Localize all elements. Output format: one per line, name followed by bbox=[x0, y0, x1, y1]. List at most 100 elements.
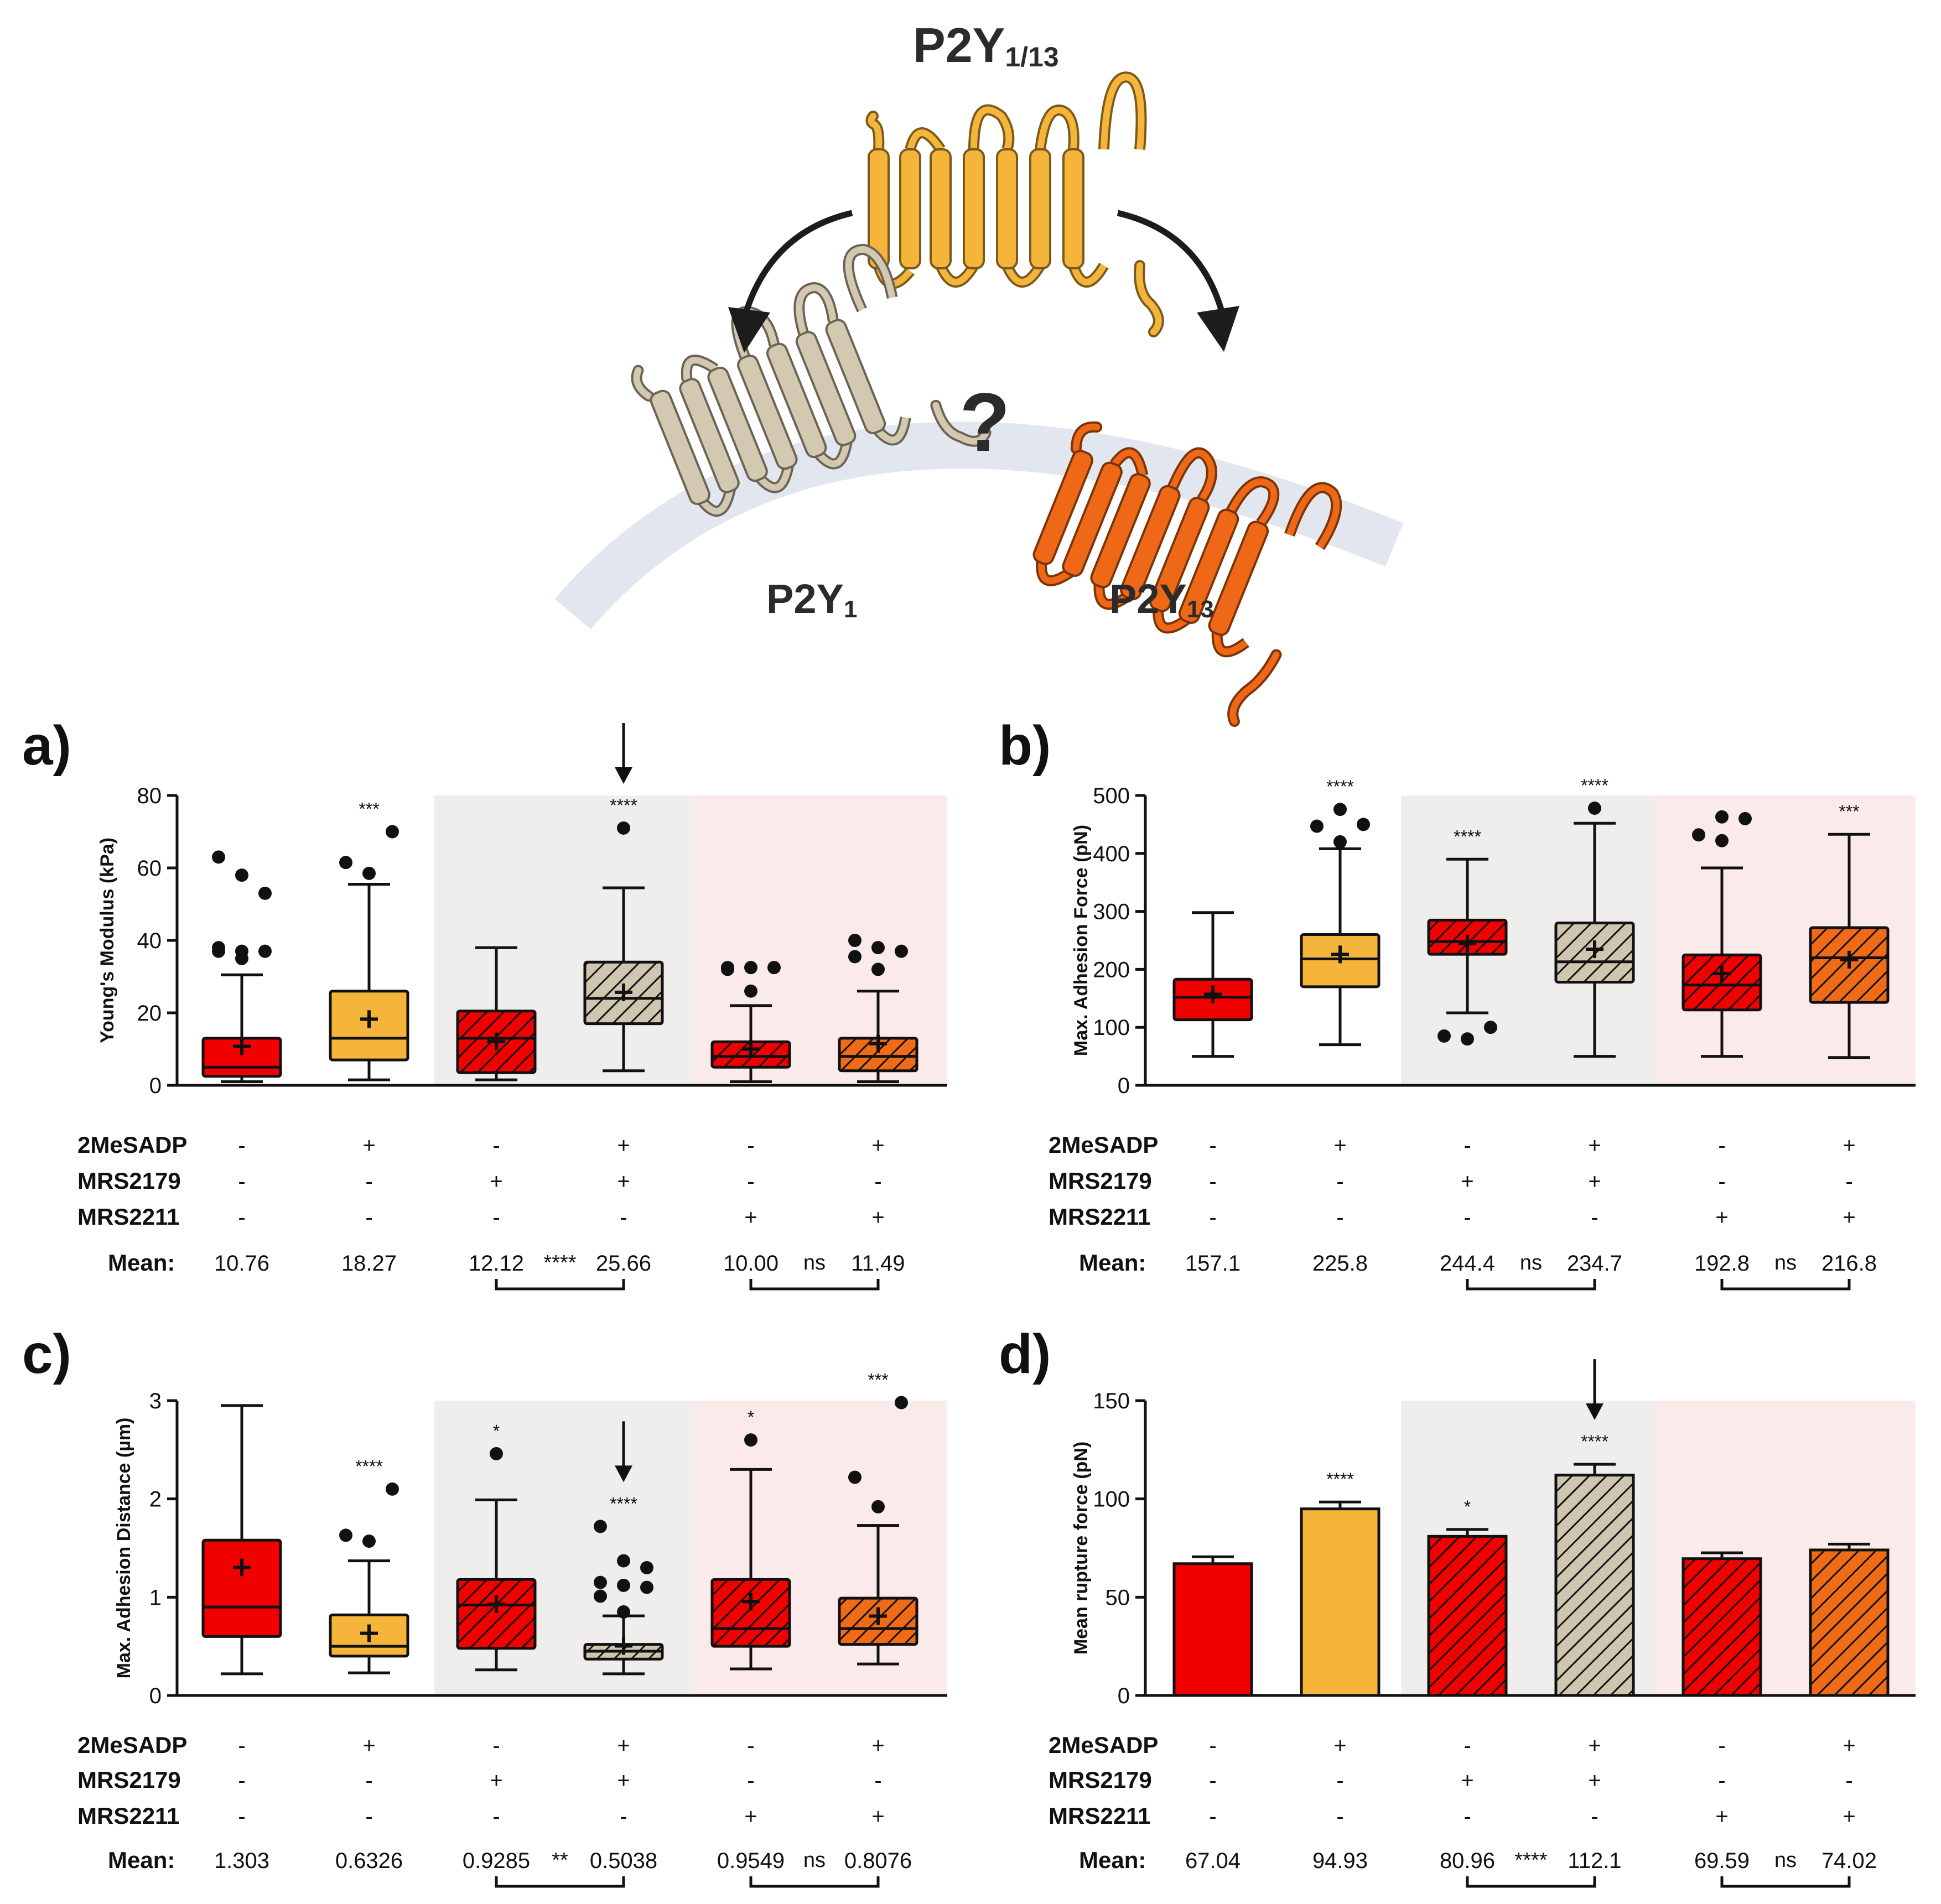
condition-sign: - bbox=[365, 1804, 372, 1829]
condition-sign: - bbox=[1336, 1768, 1343, 1793]
condition-sign: - bbox=[1209, 1734, 1216, 1758]
outlier-point bbox=[1437, 1029, 1451, 1043]
outlier-point bbox=[362, 867, 376, 880]
condition-sign: - bbox=[238, 1804, 245, 1829]
condition-sign: + bbox=[1843, 1734, 1855, 1758]
significance-label: * bbox=[748, 1407, 754, 1427]
y-axis-label: Mean rupture force (pN) bbox=[1071, 1442, 1092, 1655]
y-tick-label: 100 bbox=[1093, 1487, 1130, 1512]
outlier-point bbox=[258, 887, 272, 900]
comparison-bracket bbox=[1722, 1279, 1849, 1289]
label-p2y1: P2Y1 bbox=[766, 576, 857, 623]
outlier-point bbox=[339, 856, 352, 869]
label-p2y-top: P2Y1/13 bbox=[913, 18, 1059, 72]
comparison-bracket bbox=[751, 1876, 878, 1886]
mean-value: 157.1 bbox=[1185, 1251, 1241, 1276]
outlier-point bbox=[1692, 828, 1705, 841]
label-p2y-top-sub: 1/13 bbox=[1005, 41, 1058, 72]
outlier-point bbox=[594, 1520, 607, 1533]
condition-sign: - bbox=[365, 1205, 372, 1230]
condition-sign: + bbox=[490, 1169, 502, 1194]
outlier-point bbox=[617, 1579, 630, 1592]
schematic: P2Y1/13 P2Y1 P2Y13 ? bbox=[573, 18, 1394, 727]
condition-sign: - bbox=[492, 1133, 500, 1158]
condition-label: MRS2211 bbox=[1049, 1204, 1150, 1230]
y-tick-label: 400 bbox=[1093, 842, 1130, 866]
condition-sign: + bbox=[1843, 1205, 1855, 1230]
outlier-point bbox=[617, 821, 630, 835]
comparison-bracket bbox=[496, 1279, 624, 1289]
condition-sign: - bbox=[492, 1734, 500, 1758]
comparison-stat: ns bbox=[803, 1251, 826, 1274]
condition-sign: + bbox=[1588, 1133, 1601, 1158]
condition-sign: - bbox=[620, 1804, 627, 1829]
comparison-stat: **** bbox=[1514, 1849, 1547, 1872]
outlier-point bbox=[362, 1534, 376, 1548]
condition-label: 2MeSADP bbox=[77, 1732, 187, 1758]
condition-label: MRS2179 bbox=[77, 1168, 181, 1194]
mean-value: 18.27 bbox=[341, 1251, 397, 1276]
outlier-point bbox=[1484, 1021, 1497, 1034]
panel-letter: a) bbox=[22, 715, 71, 777]
condition-sign: - bbox=[1718, 1734, 1725, 1758]
outlier-point bbox=[848, 1471, 861, 1484]
mean-label: Mean: bbox=[108, 1250, 175, 1276]
significance-label: **** bbox=[610, 795, 637, 815]
condition-sign: + bbox=[1333, 1133, 1346, 1158]
condition-sign: - bbox=[1209, 1768, 1216, 1793]
condition-sign: + bbox=[871, 1734, 884, 1758]
condition-sign: - bbox=[1463, 1804, 1471, 1829]
y-axis-label: Max. Adhesion Force (pN) bbox=[1071, 825, 1092, 1056]
condition-sign: - bbox=[874, 1768, 881, 1793]
significance-label: **** bbox=[1581, 776, 1608, 795]
condition-sign: + bbox=[617, 1734, 630, 1758]
box bbox=[712, 1579, 790, 1646]
comparison-stat: ** bbox=[552, 1849, 568, 1872]
condition-sign: - bbox=[747, 1169, 754, 1194]
bar bbox=[1556, 1475, 1633, 1695]
outlier-point bbox=[594, 1590, 607, 1603]
mean-value: 94.93 bbox=[1312, 1849, 1368, 1873]
condition-label: MRS2211 bbox=[77, 1204, 179, 1230]
figure: P2Y1/13 P2Y1 P2Y13 ? a)020406080Young's … bbox=[0, 0, 1941, 1904]
panel-letter: d) bbox=[999, 1323, 1051, 1385]
y-tick-label: 200 bbox=[1093, 958, 1130, 982]
condition-sign: - bbox=[1336, 1205, 1343, 1230]
condition-sign: - bbox=[365, 1169, 372, 1194]
condition-sign: - bbox=[1336, 1804, 1343, 1829]
comparison-stat: ns bbox=[1774, 1849, 1797, 1872]
outlier-point bbox=[1357, 818, 1370, 831]
label-p2y1-sub: 1 bbox=[844, 596, 857, 623]
outlier-point bbox=[1588, 802, 1601, 815]
mean-value: 67.04 bbox=[1185, 1849, 1241, 1873]
mean-value: 25.66 bbox=[596, 1251, 651, 1276]
condition-sign: - bbox=[1209, 1205, 1216, 1230]
y-tick-label: 1 bbox=[149, 1585, 162, 1610]
bar bbox=[1301, 1509, 1379, 1695]
condition-sign: - bbox=[1718, 1169, 1725, 1194]
condition-sign: - bbox=[492, 1205, 500, 1230]
bar bbox=[1810, 1550, 1888, 1695]
y-tick-label: 50 bbox=[1106, 1585, 1130, 1610]
condition-sign: + bbox=[617, 1768, 630, 1793]
panel-d: d) 0 50 100 150 Mean rupture force (pN) - - - 67.… bbox=[999, 1323, 1916, 1886]
comparison-bracket bbox=[496, 1876, 624, 1886]
mean-value: 234.7 bbox=[1567, 1251, 1622, 1276]
comparison-bracket bbox=[1467, 1279, 1595, 1289]
condition-label: 2MeSADP bbox=[1049, 1132, 1158, 1158]
y-tick-label: 2 bbox=[149, 1487, 162, 1512]
outlier-point bbox=[871, 1500, 885, 1513]
significance-label: *** bbox=[359, 799, 379, 819]
significance-label: **** bbox=[610, 1494, 637, 1513]
condition-sign: - bbox=[1845, 1169, 1852, 1194]
panel-letter: b) bbox=[999, 715, 1051, 777]
panel-a: a)020406080Young's Modulus (kPa)---10.76… bbox=[22, 715, 947, 1289]
significance-label: * bbox=[493, 1421, 500, 1441]
mean-value: 0.9549 bbox=[717, 1849, 785, 1873]
condition-sign: - bbox=[1336, 1169, 1343, 1194]
condition-sign: + bbox=[1588, 1734, 1601, 1758]
condition-sign: - bbox=[1463, 1205, 1471, 1230]
outlier-point bbox=[386, 825, 399, 839]
mean-value: 112.1 bbox=[1568, 1849, 1621, 1873]
condition-sign: - bbox=[238, 1205, 245, 1230]
